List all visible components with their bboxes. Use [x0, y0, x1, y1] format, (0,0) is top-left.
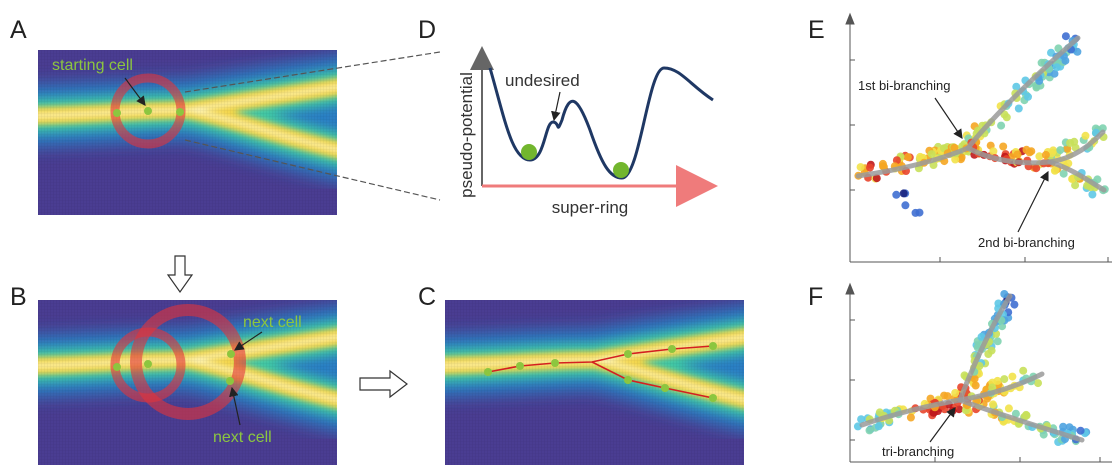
cell-dot: [1056, 146, 1064, 154]
annotation: next cell: [213, 429, 272, 446]
panel-label: C: [418, 283, 436, 311]
cell-dot: [1015, 105, 1023, 113]
cell-dot: [989, 147, 997, 155]
heatmap: [28, 50, 358, 215]
cell-dot: [1005, 404, 1013, 412]
cell-dot: [1070, 138, 1078, 146]
cell-dot: [1082, 132, 1090, 140]
arrow: [554, 92, 560, 120]
cell-dot: [999, 143, 1007, 151]
panel-label: F: [808, 283, 823, 311]
heatmap: [435, 300, 765, 465]
figure: A starting cell B next cell next cell C …: [0, 0, 1115, 467]
flow-arrow: [360, 371, 407, 397]
cell-dot: [1088, 191, 1096, 199]
trajectory: [862, 296, 1082, 440]
annotation: next cell: [243, 314, 302, 331]
cell-dot: [1061, 57, 1069, 65]
cell-dot: [1077, 427, 1085, 435]
cell-dot: [997, 122, 1005, 130]
y-axis-label: pseudo-potential: [457, 72, 476, 198]
ball: [613, 162, 629, 178]
annotation: undesired: [505, 71, 580, 90]
cell-dot: [1024, 93, 1032, 101]
cell-dot: [944, 392, 952, 400]
ball: [521, 144, 537, 160]
annotation: starting cell: [52, 57, 133, 74]
cell-dot: [904, 153, 912, 161]
cell-dot: [1053, 63, 1061, 71]
cell-dot: [1000, 375, 1008, 383]
cell-dot: [901, 201, 909, 209]
annotation: tri-branching: [882, 444, 954, 459]
cell-dot: [907, 414, 915, 422]
arrow: [935, 98, 962, 138]
cell-dot: [1027, 147, 1035, 155]
panel-label: E: [808, 16, 825, 44]
annotation: 1st bi-branching: [858, 78, 951, 93]
panel-label: D: [418, 16, 436, 44]
cell-dot: [928, 150, 936, 158]
cell-dot: [1003, 113, 1011, 121]
flow-arrow: [168, 256, 192, 292]
x-axis-label: super-ring: [552, 198, 629, 217]
cell-dot: [1034, 379, 1042, 387]
cell-dot: [1062, 32, 1070, 40]
arrow: [1018, 172, 1048, 232]
cell-dot: [1008, 373, 1016, 381]
cell-dot: [1019, 367, 1027, 375]
cell-dot: [892, 191, 900, 199]
cell-dot: [1032, 164, 1040, 172]
heatmap: [28, 300, 358, 465]
cell-dot: [972, 382, 980, 390]
cell-dot: [989, 400, 997, 408]
cell-dot: [916, 209, 924, 217]
cell-dot: [900, 189, 908, 197]
cell-dot: [1010, 301, 1018, 309]
panel-label: B: [10, 283, 27, 311]
cell-dot: [951, 389, 959, 397]
cell-dot: [857, 163, 865, 171]
cell-dot: [875, 422, 883, 430]
annotation: 2nd bi-branching: [978, 235, 1075, 250]
cell-dot: [1022, 411, 1030, 419]
scatter: [854, 32, 1108, 217]
cell-dot: [866, 164, 874, 172]
cell-dot: [994, 337, 1002, 345]
panel-label: A: [10, 16, 27, 44]
